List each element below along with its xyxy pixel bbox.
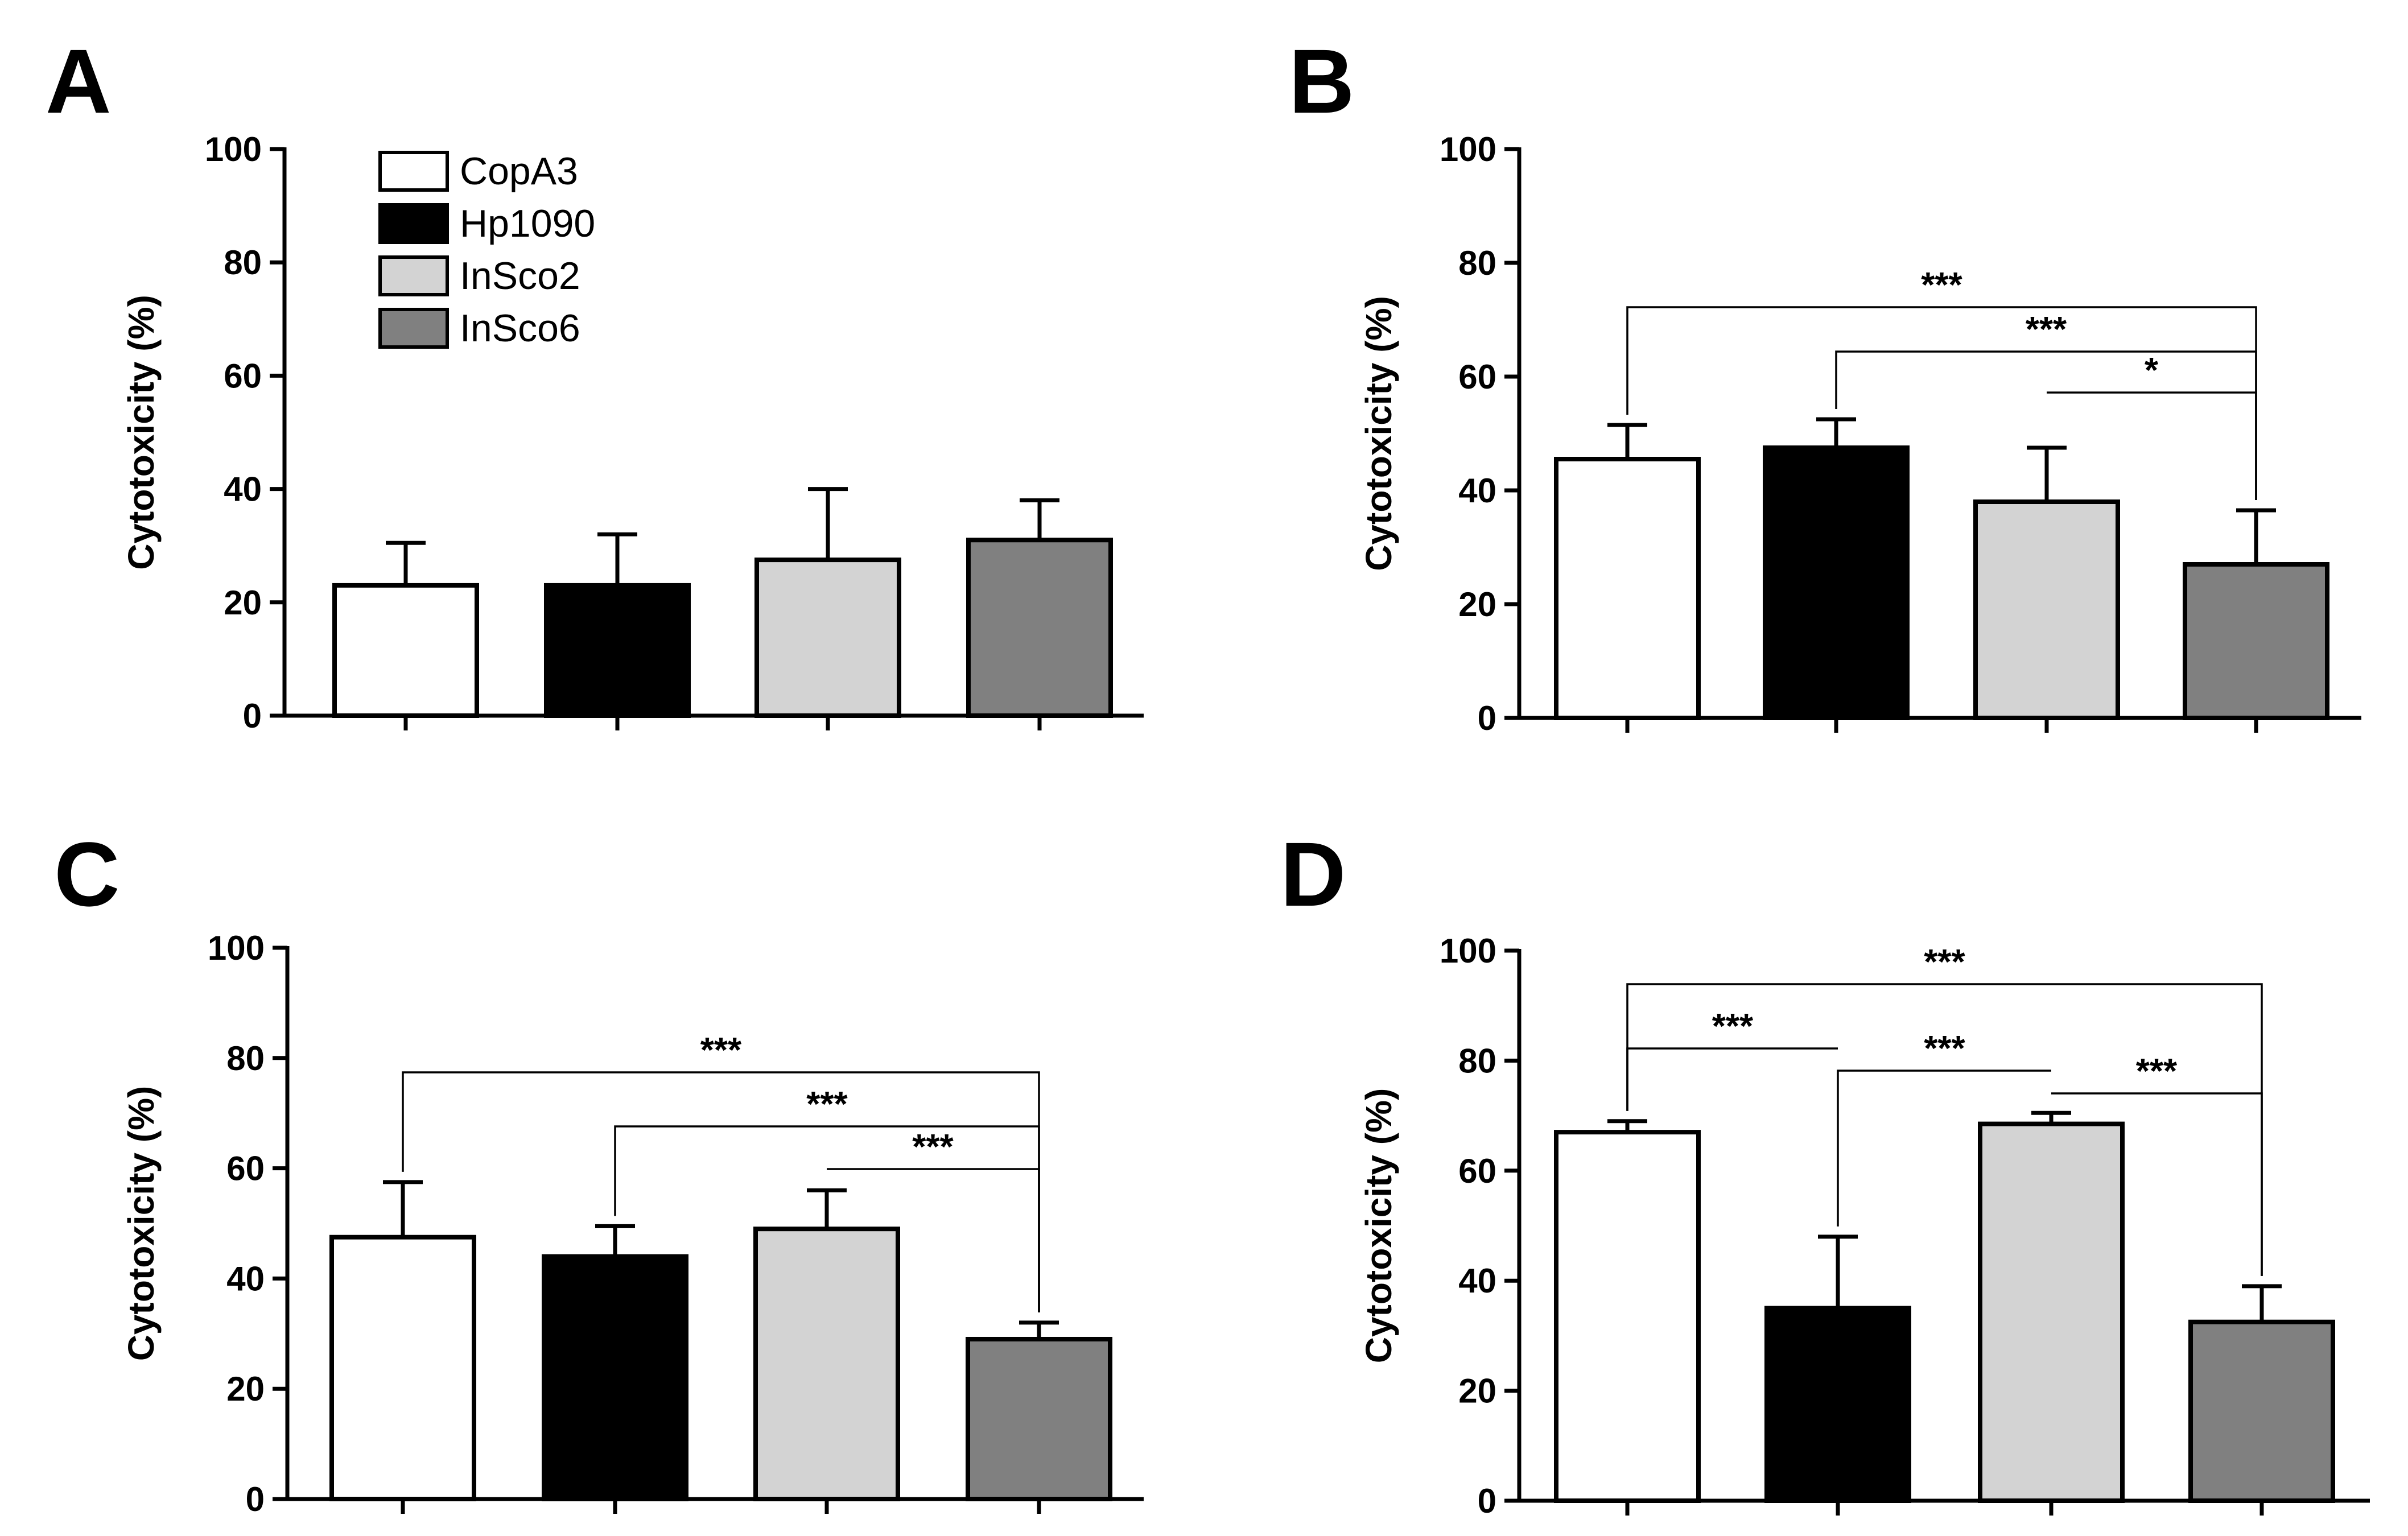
y-tick-label: 20	[1458, 1372, 1496, 1410]
y-tick-label: 60	[226, 1150, 265, 1188]
y-tick-label: 40	[226, 1260, 265, 1298]
y-tick-label: 0	[243, 697, 262, 735]
panel-letter: A	[46, 30, 112, 132]
y-tick-label: 40	[224, 470, 262, 509]
y-tick-label: 20	[226, 1370, 265, 1408]
significance-label: ***	[912, 1128, 954, 1167]
bar-hp1090	[1763, 445, 1910, 720]
legend-swatch-copa3	[378, 151, 449, 192]
panel-letter: B	[1289, 30, 1355, 132]
y-tick-label: 100	[1440, 130, 1496, 168]
y-tick-label: 80	[1458, 244, 1496, 282]
bar-insco2	[753, 1227, 900, 1501]
y-axis-label: Cytotoxicity (%)	[1358, 1088, 1399, 1364]
significance-label: ***	[806, 1085, 848, 1124]
y-tick-label: 60	[224, 357, 262, 395]
significance-label: ***	[1921, 266, 1962, 305]
legend-label-insco6: InSco6	[460, 307, 580, 350]
y-tick-label: 80	[1458, 1042, 1496, 1080]
bar-copa3	[332, 583, 479, 719]
bar-copa3	[1554, 457, 1701, 720]
y-tick-label: 80	[224, 243, 262, 282]
panel-letter: D	[1280, 823, 1346, 925]
y-tick-label: 60	[1458, 1152, 1496, 1190]
significance-label: ***	[2136, 1052, 2178, 1091]
chart-panel-d: D Cytotoxicity (%) 0 20 40 60 80 100 *** *** *** **…	[1280, 823, 2370, 1520]
bar-hp1090	[544, 583, 691, 719]
legend-label-copa3: CopA3	[460, 150, 578, 193]
bar-insco2	[1973, 499, 2120, 720]
significance-label: ***	[2026, 310, 2067, 349]
significance-label: *	[2145, 351, 2159, 390]
bar-insco2	[754, 558, 901, 718]
y-tick-label: 40	[1458, 1262, 1496, 1300]
bar-insco6	[2183, 562, 2329, 720]
significance-bracket	[1626, 306, 2257, 500]
bar-hp1090	[1764, 1306, 1911, 1504]
y-tick-label: 100	[1440, 932, 1496, 970]
chart-panel-c: C Cytotoxicity (%) 0 20 40 60 80 100 *** *** ***	[54, 823, 1144, 1518]
legend-label-hp1090: Hp1090	[460, 202, 595, 245]
significance-label: ***	[700, 1031, 742, 1070]
legend-swatch-insco6	[378, 308, 449, 349]
legend-label-insco2: InSco2	[460, 254, 580, 298]
y-tick-label: 80	[226, 1039, 265, 1077]
y-axis-label: Cytotoxicity (%)	[1358, 296, 1399, 571]
legend-swatch-hp1090	[378, 203, 449, 244]
bar-insco6	[2188, 1319, 2335, 1504]
y-tick-label: 60	[1458, 358, 1496, 396]
y-axis-label: Cytotoxicity (%)	[121, 295, 162, 570]
bar-hp1090	[542, 1254, 688, 1501]
legend-swatch-insco2	[378, 255, 449, 296]
significance-bracket	[2051, 1092, 2263, 1276]
y-axis-label: Cytotoxicity (%)	[121, 1086, 162, 1361]
bar-copa3	[329, 1234, 476, 1502]
chart-panel-a: A Cytotoxicity (%) 0 20 40 60 80 100 CopA3 Hp1090…	[46, 30, 1144, 735]
y-tick-label: 20	[224, 584, 262, 622]
significance-bracket	[827, 1168, 1040, 1312]
significance-bracket	[402, 1071, 1040, 1312]
y-tick-label: 40	[1458, 472, 1496, 510]
bar-copa3	[1554, 1130, 1701, 1503]
significance-label: ***	[1924, 1029, 1965, 1068]
significance-label: ***	[1712, 1007, 1754, 1046]
bar-insco2	[1978, 1121, 2125, 1503]
y-tick-label: 0	[1478, 699, 1496, 737]
bar-insco6	[966, 1336, 1112, 1501]
significance-bracket	[1837, 1070, 2051, 1227]
significance-label: ***	[1924, 943, 1965, 982]
bar-insco6	[966, 538, 1113, 718]
significance-bracket	[2047, 391, 2257, 500]
y-tick-label: 100	[208, 929, 265, 967]
significance-bracket	[1626, 1047, 1838, 1111]
legend: CopA3 Hp1090 InSco2 InSco6	[378, 150, 595, 350]
y-tick-label: 100	[205, 130, 262, 168]
y-tick-label: 0	[1478, 1482, 1496, 1520]
panel-letter: C	[54, 823, 120, 925]
y-tick-label: 20	[1458, 585, 1496, 624]
y-tick-label: 0	[246, 1480, 265, 1518]
